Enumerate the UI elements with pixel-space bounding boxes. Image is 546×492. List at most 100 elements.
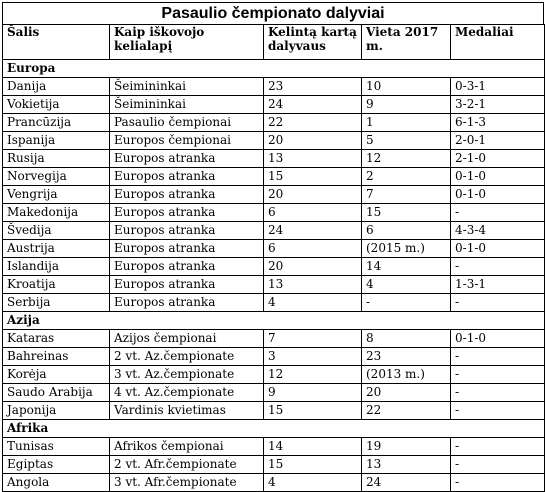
- cell-place-2017: 8: [361, 329, 451, 348]
- cell-medals: 2-0-1: [450, 131, 545, 150]
- cell-participation-count: 20: [263, 185, 362, 204]
- cell-participation-count: 15: [263, 401, 362, 420]
- cell-participation-count: 3: [263, 347, 362, 366]
- cell-country: Norvegija: [2, 167, 110, 186]
- table-row: Danija Šeimininkai 23 10 0-3-1: [2, 77, 545, 96]
- cell-participation-count: 4: [263, 293, 362, 312]
- table-row: Serbija Europos atranka 4- -: [2, 293, 545, 312]
- cell-place-2017: 12: [361, 149, 451, 168]
- table-row: Tunisas Afrikos čempionai 14 19-: [2, 437, 545, 456]
- cell-place-2017: (2015 m.): [361, 239, 451, 258]
- header-place-2017: Vieta 2017 m.: [361, 24, 451, 60]
- cell-qualification: Europos atranka: [109, 149, 264, 168]
- cell-medals: -: [450, 383, 545, 402]
- cell-place-2017: (2013 m.): [361, 365, 451, 384]
- header-participation-count: Kelintą kartą dalyvaus: [263, 24, 362, 60]
- cell-place-2017: 22: [361, 401, 451, 420]
- section-row: Europa: [2, 59, 545, 78]
- cell-participation-count: 23: [263, 77, 362, 96]
- cell-qualification: Europos čempionai: [109, 131, 264, 150]
- table-row: Vengrija Europos atranka 20 7 0-1-0: [2, 185, 545, 204]
- table-row: Egiptas 2 vt. Afr.čempionate 15 13-: [2, 455, 545, 474]
- cell-qualification: Europos atranka: [109, 221, 264, 240]
- cell-participation-count: 20: [263, 257, 362, 276]
- table-row: Rusija Europos atranka 13 12 2-1-0: [2, 149, 545, 168]
- cell-medals: 4-3-4: [450, 221, 545, 240]
- cell-participation-count: 22: [263, 113, 362, 132]
- cell-qualification: Azijos čempionai: [109, 329, 264, 348]
- cell-medals: -: [450, 203, 545, 222]
- cell-participation-count: 4: [263, 473, 362, 492]
- cell-place-2017: 9: [361, 95, 451, 114]
- cell-place-2017: 10: [361, 77, 451, 96]
- cell-country: Ispanija: [2, 131, 110, 150]
- cell-qualification: Europos atranka: [109, 275, 264, 294]
- cell-place-2017: 2: [361, 167, 451, 186]
- cell-participation-count: 15: [263, 455, 362, 474]
- cell-participation-count: 7: [263, 329, 362, 348]
- header-row: Šalis Kaip iškovojo kelialapį Kelintą ka…: [2, 24, 545, 60]
- table-row: Angola 3 vt. Afr.čempionate 4 24-: [2, 473, 545, 492]
- header-country: Šalis: [2, 24, 110, 60]
- table-row: Saudo Arabija 4 vt. Az.čempionate 9 20-: [2, 383, 545, 402]
- cell-participation-count: 20: [263, 131, 362, 150]
- cell-medals: -: [450, 365, 545, 384]
- cell-place-2017: 1: [361, 113, 451, 132]
- table-row: Islandija Europos atranka 20 14-: [2, 257, 545, 276]
- cell-participation-count: 14: [263, 437, 362, 456]
- cell-medals: 0-3-1: [450, 77, 545, 96]
- table-title: Pasaulio čempionato dalyviai: [2, 2, 544, 24]
- cell-medals: 0-1-0: [450, 329, 545, 348]
- cell-country: Makedonija: [2, 203, 110, 222]
- cell-country: Japonija: [2, 401, 110, 420]
- cell-medals: -: [450, 293, 545, 312]
- cell-participation-count: 13: [263, 275, 362, 294]
- cell-country: Austrija: [2, 239, 110, 258]
- cell-qualification: Europos atranka: [109, 203, 264, 222]
- cell-place-2017: 5: [361, 131, 451, 150]
- section-title: Azija: [2, 311, 545, 330]
- cell-country: Danija: [2, 77, 110, 96]
- cell-country: Egiptas: [2, 455, 110, 474]
- cell-qualification: Vardinis kvietimas: [109, 401, 264, 420]
- cell-medals: -: [450, 455, 545, 474]
- cell-place-2017: 6: [361, 221, 451, 240]
- table-row: Makedonija Europos atranka 6 15-: [2, 203, 545, 222]
- cell-country: Angola: [2, 473, 110, 492]
- cell-participation-count: 13: [263, 149, 362, 168]
- cell-place-2017: 19: [361, 437, 451, 456]
- cell-medals: 3-2-1: [450, 95, 545, 114]
- cell-qualification: 2 vt. Afr.čempionate: [109, 455, 264, 474]
- cell-medals: -: [450, 347, 545, 366]
- cell-place-2017: 7: [361, 185, 451, 204]
- cell-medals: -: [450, 437, 545, 456]
- cell-qualification: Europos atranka: [109, 293, 264, 312]
- header-medals: Medaliai: [450, 24, 545, 60]
- cell-qualification: Afrikos čempionai: [109, 437, 264, 456]
- cell-qualification: 3 vt. Afr.čempionate: [109, 473, 264, 492]
- cell-medals: 0-1-0: [450, 185, 545, 204]
- cell-country: Vengrija: [2, 185, 110, 204]
- cell-country: Kataras: [2, 329, 110, 348]
- cell-qualification: Europos atranka: [109, 257, 264, 276]
- cell-country: Serbija: [2, 293, 110, 312]
- cell-country: Kroatija: [2, 275, 110, 294]
- cell-medals: -: [450, 401, 545, 420]
- cell-country: Saudo Arabija: [2, 383, 110, 402]
- cell-participation-count: 15: [263, 167, 362, 186]
- cell-qualification: Pasaulio čempionai: [109, 113, 264, 132]
- cell-place-2017: 14: [361, 257, 451, 276]
- cell-qualification: Šeimininkai: [109, 77, 264, 96]
- cell-country: Rusija: [2, 149, 110, 168]
- table-row: Kroatija Europos atranka 13 4 1-3-1: [2, 275, 545, 294]
- table-row: Švedija Europos atranka 24 6 4-3-4: [2, 221, 545, 240]
- cell-country: Islandija: [2, 257, 110, 276]
- table-row: Bahreinas 2 vt. Az.čempionate 3 23-: [2, 347, 545, 366]
- table-row: Prancūzija Pasaulio čempionai 22 1 6-1-3: [2, 113, 545, 132]
- section-title: Afrika: [2, 419, 545, 438]
- header-qualification: Kaip iškovojo kelialapį: [109, 24, 264, 60]
- section-row: Afrika: [2, 419, 545, 438]
- cell-place-2017: -: [361, 293, 451, 312]
- cell-country: Bahreinas: [2, 347, 110, 366]
